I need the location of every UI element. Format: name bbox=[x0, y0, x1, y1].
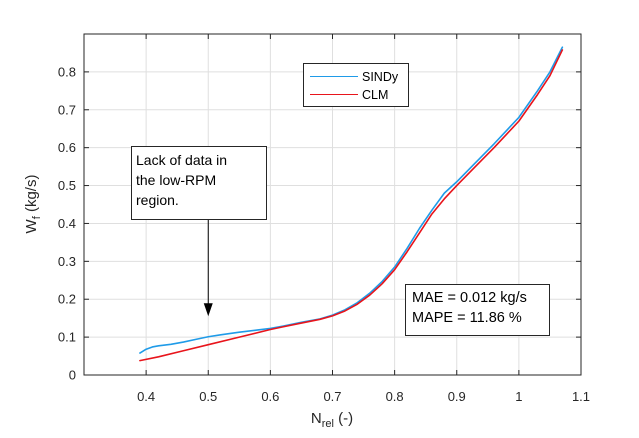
x-tick-label: 0.6 bbox=[261, 389, 279, 404]
annotation-note-line-2: the low-RPM bbox=[136, 172, 217, 188]
legend-item-sindy: SINDy bbox=[304, 69, 408, 85]
arrow-layer bbox=[203, 220, 213, 317]
legend-label-clm: CLM bbox=[362, 88, 389, 102]
y-tick-label: 0.4 bbox=[58, 216, 76, 231]
legend-swatch-clm bbox=[310, 94, 358, 95]
annotation-low-rpm-note: Lack of data in the low-RPM region. bbox=[131, 146, 267, 220]
annotation-note-line-3: region. bbox=[136, 192, 179, 208]
y-tick-label: 0.3 bbox=[58, 254, 76, 269]
y-tick-label: 0.7 bbox=[58, 102, 76, 117]
y-tick-label: 0.8 bbox=[58, 64, 76, 79]
y-tick-label: 0.6 bbox=[58, 140, 76, 155]
annotation-arrow-head bbox=[203, 303, 213, 317]
x-tick-label: 1 bbox=[515, 389, 522, 404]
legend-label-sindy: SINDy bbox=[362, 70, 399, 84]
axis-ticks: 0.4 0.5 0.6 0.7 0.8 0.9 1 1.1 0 0.1 0.2 0.3 0.4 0.5 0.… bbox=[58, 34, 590, 404]
x-tick-label: 0.5 bbox=[199, 389, 217, 404]
y-tick-label: 0 bbox=[69, 368, 76, 383]
y-tick-label: 0.2 bbox=[58, 292, 76, 307]
series-layer bbox=[139, 46, 564, 362]
y-tick-label: 0.5 bbox=[58, 178, 76, 193]
series-line-sindy bbox=[139, 46, 564, 354]
x-tick-label: 0.4 bbox=[137, 389, 155, 404]
x-tick-label: 0.9 bbox=[448, 389, 466, 404]
annotation-metrics: MAE = 0.012 kg/s MAPE = 11.86 % bbox=[405, 284, 550, 336]
x-tick-label: 0.7 bbox=[323, 389, 341, 404]
y-tick-label: 0.1 bbox=[58, 330, 76, 345]
legend-swatch-sindy bbox=[310, 76, 358, 77]
x-tick-label: 1.1 bbox=[572, 389, 590, 404]
annotation-mae: MAE = 0.012 kg/s bbox=[412, 290, 527, 306]
legend: SINDy CLM bbox=[303, 63, 409, 107]
annotation-note-line-1: Lack of data in bbox=[136, 152, 228, 168]
y-axis-title: Wf (kg/s) bbox=[23, 175, 43, 234]
annotation-mape: MAPE = 11.86 % bbox=[412, 310, 522, 326]
series-line-clm bbox=[139, 49, 564, 362]
x-axis-title: Nrel (-) bbox=[311, 410, 353, 430]
x-tick-label: 0.8 bbox=[386, 389, 404, 404]
legend-item-clm: CLM bbox=[304, 87, 408, 103]
